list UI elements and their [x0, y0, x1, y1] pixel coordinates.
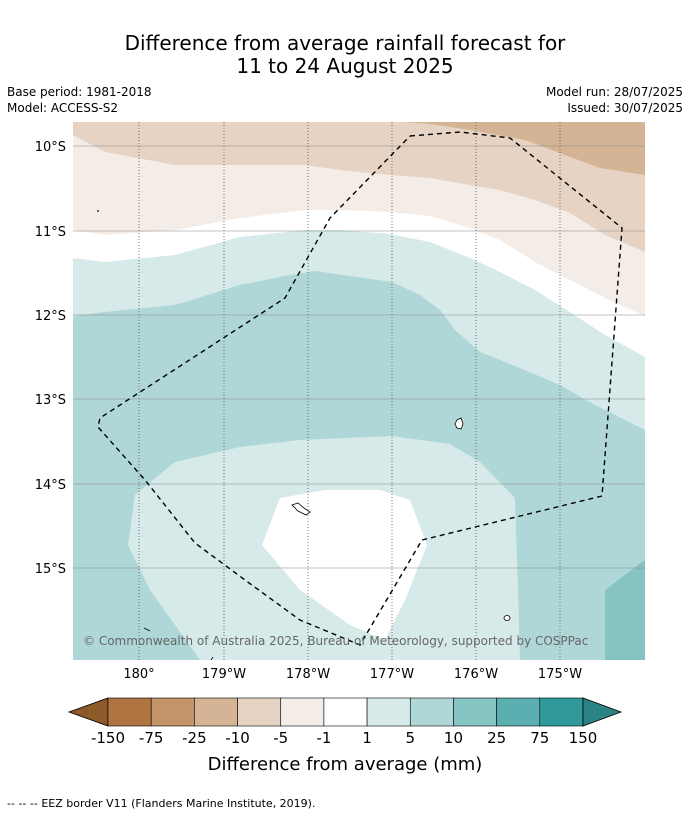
colorbar-swatch	[323, 697, 368, 727]
band-minus10-to-minus5	[73, 122, 645, 252]
island-outline	[454, 417, 464, 430]
colorbar-title: Difference from average (mm)	[208, 754, 483, 775]
chart-title-line-2: 11 to 24 August 2025	[236, 54, 454, 78]
model-run-text: Model run: 28/07/2025	[545, 85, 683, 99]
band-minus25-to-minus10	[405, 122, 645, 175]
lon-label-177w: 177°W	[370, 667, 414, 682]
colorbar-swatch	[150, 697, 195, 727]
lat-label-15s: 15°S	[35, 562, 66, 577]
colorbar-swatch	[409, 697, 454, 727]
island-outline	[143, 627, 151, 632]
copyright-text: © Commonwealth of Australia 2025, Bureau…	[83, 634, 588, 648]
rainfall-map: © Commonwealth of Australia 2025, Bureau…	[73, 122, 645, 660]
lat-label-14s: 14°S	[35, 478, 66, 493]
lat-label-12s: 12°S	[35, 309, 66, 324]
issued-text: Issued: 30/07/2025	[567, 101, 683, 115]
colorbar-tick-label: 150	[569, 729, 598, 747]
eez-footnote: -- -- -- EEZ border V11 (Flanders Marine…	[7, 797, 315, 810]
band-minus1-to-1-south	[262, 490, 427, 640]
colorbar-swatch	[496, 697, 541, 727]
eez-border	[97, 131, 623, 646]
lon-label-178w: 178°W	[286, 667, 330, 682]
lat-label-13s: 13°S	[35, 393, 66, 408]
colorbar-tick-label: -5	[273, 729, 288, 747]
island-outline	[210, 656, 214, 660]
colorbar-swatch	[280, 697, 325, 727]
lat-label-10s: 10°S	[35, 140, 66, 155]
colorbar-tick-label: -10	[225, 729, 250, 747]
chart-title-line-1: Difference from average rainfall forecas…	[124, 31, 566, 55]
colorbar-arrow-low	[67, 697, 109, 727]
colorbar-tick-label: 25	[487, 729, 506, 747]
colorbar-tick-label: -150	[91, 729, 125, 747]
island-outline	[291, 502, 311, 516]
colorbar: -150 -75 -25 -10 -5 -1 1 5 10 25 75 150	[67, 697, 623, 747]
colorbar-tick-label: 5	[405, 729, 415, 747]
eez-line-symbol: -- -- --	[7, 797, 38, 810]
colorbar-swatch	[107, 697, 152, 727]
lat-label-11s: 11°S	[35, 225, 66, 240]
colorbar-tick-label: -75	[139, 729, 164, 747]
colorbar-tick-label: -1	[316, 729, 331, 747]
colorbar-swatch	[366, 697, 411, 727]
band-10-to-25	[605, 560, 645, 660]
lat-gridlines	[73, 145, 645, 569]
lon-label-180: 180°	[123, 667, 154, 682]
colorbar-tick-label: 1	[362, 729, 372, 747]
colorbar-tick-label: 75	[530, 729, 549, 747]
model-text: Model: ACCESS-S2	[7, 101, 119, 115]
colorbar-swatch	[453, 697, 497, 727]
colorbar-tick-label: 10	[444, 729, 463, 747]
eez-footnote-text: EEZ border V11 (Flanders Marine Institut…	[41, 797, 316, 810]
island-dot	[97, 210, 99, 212]
island-outline	[503, 615, 511, 621]
colorbar-arrow-high	[582, 697, 623, 727]
lon-label-179w: 179°W	[202, 667, 246, 682]
colorbar-swatch	[194, 697, 238, 727]
lon-label-175w: 175°W	[538, 667, 582, 682]
colorbar-swatch	[237, 697, 282, 727]
lon-label-176w: 176°W	[454, 667, 498, 682]
colorbar-tick-label: -25	[182, 729, 207, 747]
colorbar-swatch	[539, 697, 584, 727]
base-period-text: Base period: 1981-2018	[7, 85, 152, 99]
